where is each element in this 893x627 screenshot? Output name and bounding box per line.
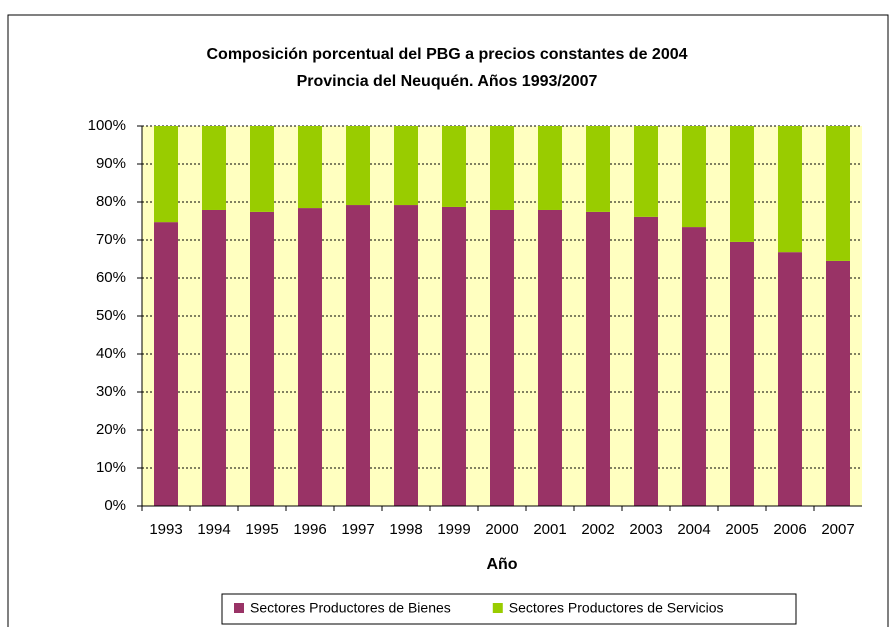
bar-segment — [490, 126, 514, 210]
x-tick-label: 1995 — [245, 521, 278, 538]
bar-segment — [442, 126, 466, 207]
bar-segment — [394, 205, 418, 507]
bar-segment — [730, 126, 754, 242]
y-tick-label: 50% — [96, 307, 126, 324]
bar-segment — [778, 252, 802, 506]
x-tick-label: 1999 — [437, 521, 470, 538]
y-tick-label: 40% — [96, 345, 126, 362]
legend: Sectores Productores de Bienes Sectores P… — [221, 593, 797, 625]
bar-segment — [682, 126, 706, 228]
bar-segment — [490, 209, 514, 507]
y-tick-label: 90% — [96, 155, 126, 172]
legend-label: Sectores Productores de Bienes — [250, 600, 451, 616]
x-tick-label: 1996 — [293, 521, 326, 538]
bar-segment — [298, 208, 322, 506]
bar-segment — [682, 227, 706, 506]
bar-segment — [826, 260, 850, 506]
x-axis-title: Año — [486, 556, 517, 573]
legend-swatch — [492, 603, 503, 613]
x-tick-label: 1993 — [149, 521, 182, 538]
x-tick-label: 2007 — [821, 521, 854, 538]
bar-segment — [346, 205, 370, 507]
x-tick-label: 1998 — [389, 521, 422, 538]
bar-segment — [634, 126, 658, 217]
x-tick-label: 2001 — [533, 521, 566, 538]
y-tick-label: 60% — [96, 269, 126, 286]
bar-segment — [202, 126, 226, 210]
bar-segment — [538, 126, 562, 210]
y-tick-label: 0% — [104, 497, 126, 514]
x-tick-label: 1997 — [341, 521, 374, 538]
bar-segment — [346, 126, 370, 206]
y-tick-label: 10% — [96, 459, 126, 476]
bar-segment — [250, 211, 274, 506]
chart-subtitle: Provincia del Neuquén. Años 1993/2007 — [297, 73, 598, 90]
y-tick-label: 80% — [96, 193, 126, 210]
bar-segment — [634, 216, 658, 506]
y-tick-label: 100% — [88, 117, 126, 134]
bar-segment — [154, 126, 178, 223]
legend-box — [221, 593, 797, 625]
x-tick-label: 2002 — [581, 521, 614, 538]
x-tick-label: 1994 — [197, 521, 230, 538]
legend-label: Sectores Productores de Servicios — [509, 600, 724, 616]
bar-segment — [778, 126, 802, 253]
x-tick-label: 2006 — [773, 521, 806, 538]
bar-segment — [586, 211, 610, 506]
bar-segment — [730, 241, 754, 506]
bar-segment — [250, 126, 274, 212]
bar-segment — [538, 209, 562, 507]
bar-segment — [394, 126, 418, 206]
bar-segment — [586, 126, 610, 212]
bar-segment — [826, 126, 850, 261]
y-tick-label: 20% — [96, 421, 126, 438]
y-tick-label: 30% — [96, 383, 126, 400]
x-tick-label: 2000 — [485, 521, 518, 538]
x-tick-label: 2005 — [725, 521, 758, 538]
chart-title: Composición porcentual del PBG a precios… — [206, 46, 687, 63]
x-tick-label: 2004 — [677, 521, 710, 538]
bar-segment — [202, 209, 226, 507]
bar-segment — [442, 206, 466, 506]
y-tick-label: 70% — [96, 231, 126, 248]
x-tick-label: 2003 — [629, 521, 662, 538]
bar-segment — [298, 126, 322, 209]
bar-segment — [154, 222, 178, 506]
legend-swatch — [234, 603, 244, 613]
